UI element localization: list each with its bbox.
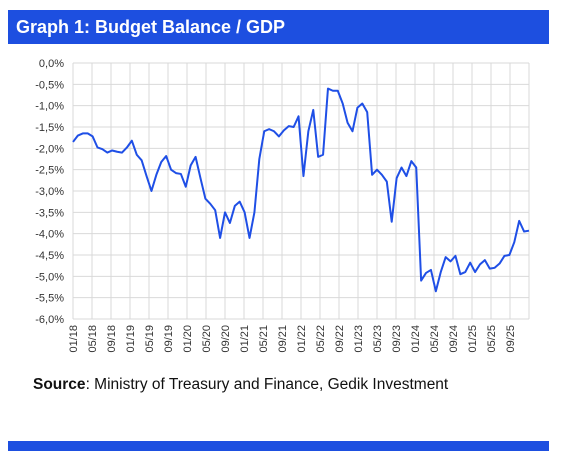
x-tick-label: 01/21 <box>239 325 251 353</box>
budget-balance-chart: 0,0% -0,5% -1,0% -1,5% -2,0% -2,5% -3,0% -3,5% -… <box>35 58 530 353</box>
x-tick-label: 05/18 <box>87 325 99 353</box>
x-tick-label: 09/20 <box>220 325 232 353</box>
bottom-accent-bar <box>8 441 549 451</box>
x-tick-label: 05/19 <box>144 325 156 353</box>
x-tick-label: 01/24 <box>410 325 422 353</box>
x-tick-label: 09/23 <box>391 325 403 353</box>
x-tick-label: 01/25 <box>467 325 479 353</box>
x-tick-label: 05/21 <box>258 325 270 353</box>
x-tick-label: 05/22 <box>315 325 327 353</box>
y-tick-label: -1,0% <box>35 101 64 113</box>
series-line <box>72 87 530 293</box>
x-tick-label: 05/25 <box>486 325 498 353</box>
source-label: Source <box>33 376 86 393</box>
x-tick-label: 05/20 <box>201 325 213 353</box>
chart-title: Graph 1: Budget Balance / GDP <box>16 16 286 37</box>
y-tick-label: -1,5% <box>35 122 64 134</box>
x-tick-label: 09/19 <box>163 325 175 353</box>
source-note: Source: Ministry of Treasury and Finance… <box>33 376 448 394</box>
x-tick-label: 01/20 <box>182 325 194 353</box>
y-tick-label: -5,5% <box>35 293 64 305</box>
source-text: : Ministry of Treasury and Finance, Gedi… <box>85 376 449 393</box>
x-tick-label: 05/24 <box>429 325 441 353</box>
y-tick-label: -0,5% <box>35 79 64 91</box>
y-tick-label: -2,5% <box>35 165 64 177</box>
y-tick-label: -2,0% <box>35 143 64 155</box>
y-tick-label: -6,0% <box>35 314 64 326</box>
y-tick-label: -3,0% <box>35 186 64 198</box>
chart-title-bar: Graph 1: Budget Balance / GDP <box>8 10 549 44</box>
x-tick-label: 01/19 <box>125 325 137 353</box>
x-tick-label: 01/23 <box>353 325 365 353</box>
x-tick-label: 01/22 <box>296 325 308 353</box>
y-tick-label: -4,5% <box>35 250 64 262</box>
y-tick-label: -5,0% <box>35 271 64 283</box>
x-tick-label: 09/24 <box>448 325 460 353</box>
x-tick-label: 09/25 <box>505 325 517 353</box>
y-tick-label: 0,0% <box>39 58 64 70</box>
x-tick-label: 01/18 <box>68 325 80 353</box>
y-tick-label: -3,5% <box>35 207 64 219</box>
x-tick-label: 09/21 <box>277 325 289 353</box>
x-tick-label: 05/23 <box>372 325 384 353</box>
x-tick-label: 09/22 <box>334 325 346 353</box>
y-tick-label: -4,0% <box>35 229 64 241</box>
x-tick-label: 09/18 <box>106 325 118 353</box>
